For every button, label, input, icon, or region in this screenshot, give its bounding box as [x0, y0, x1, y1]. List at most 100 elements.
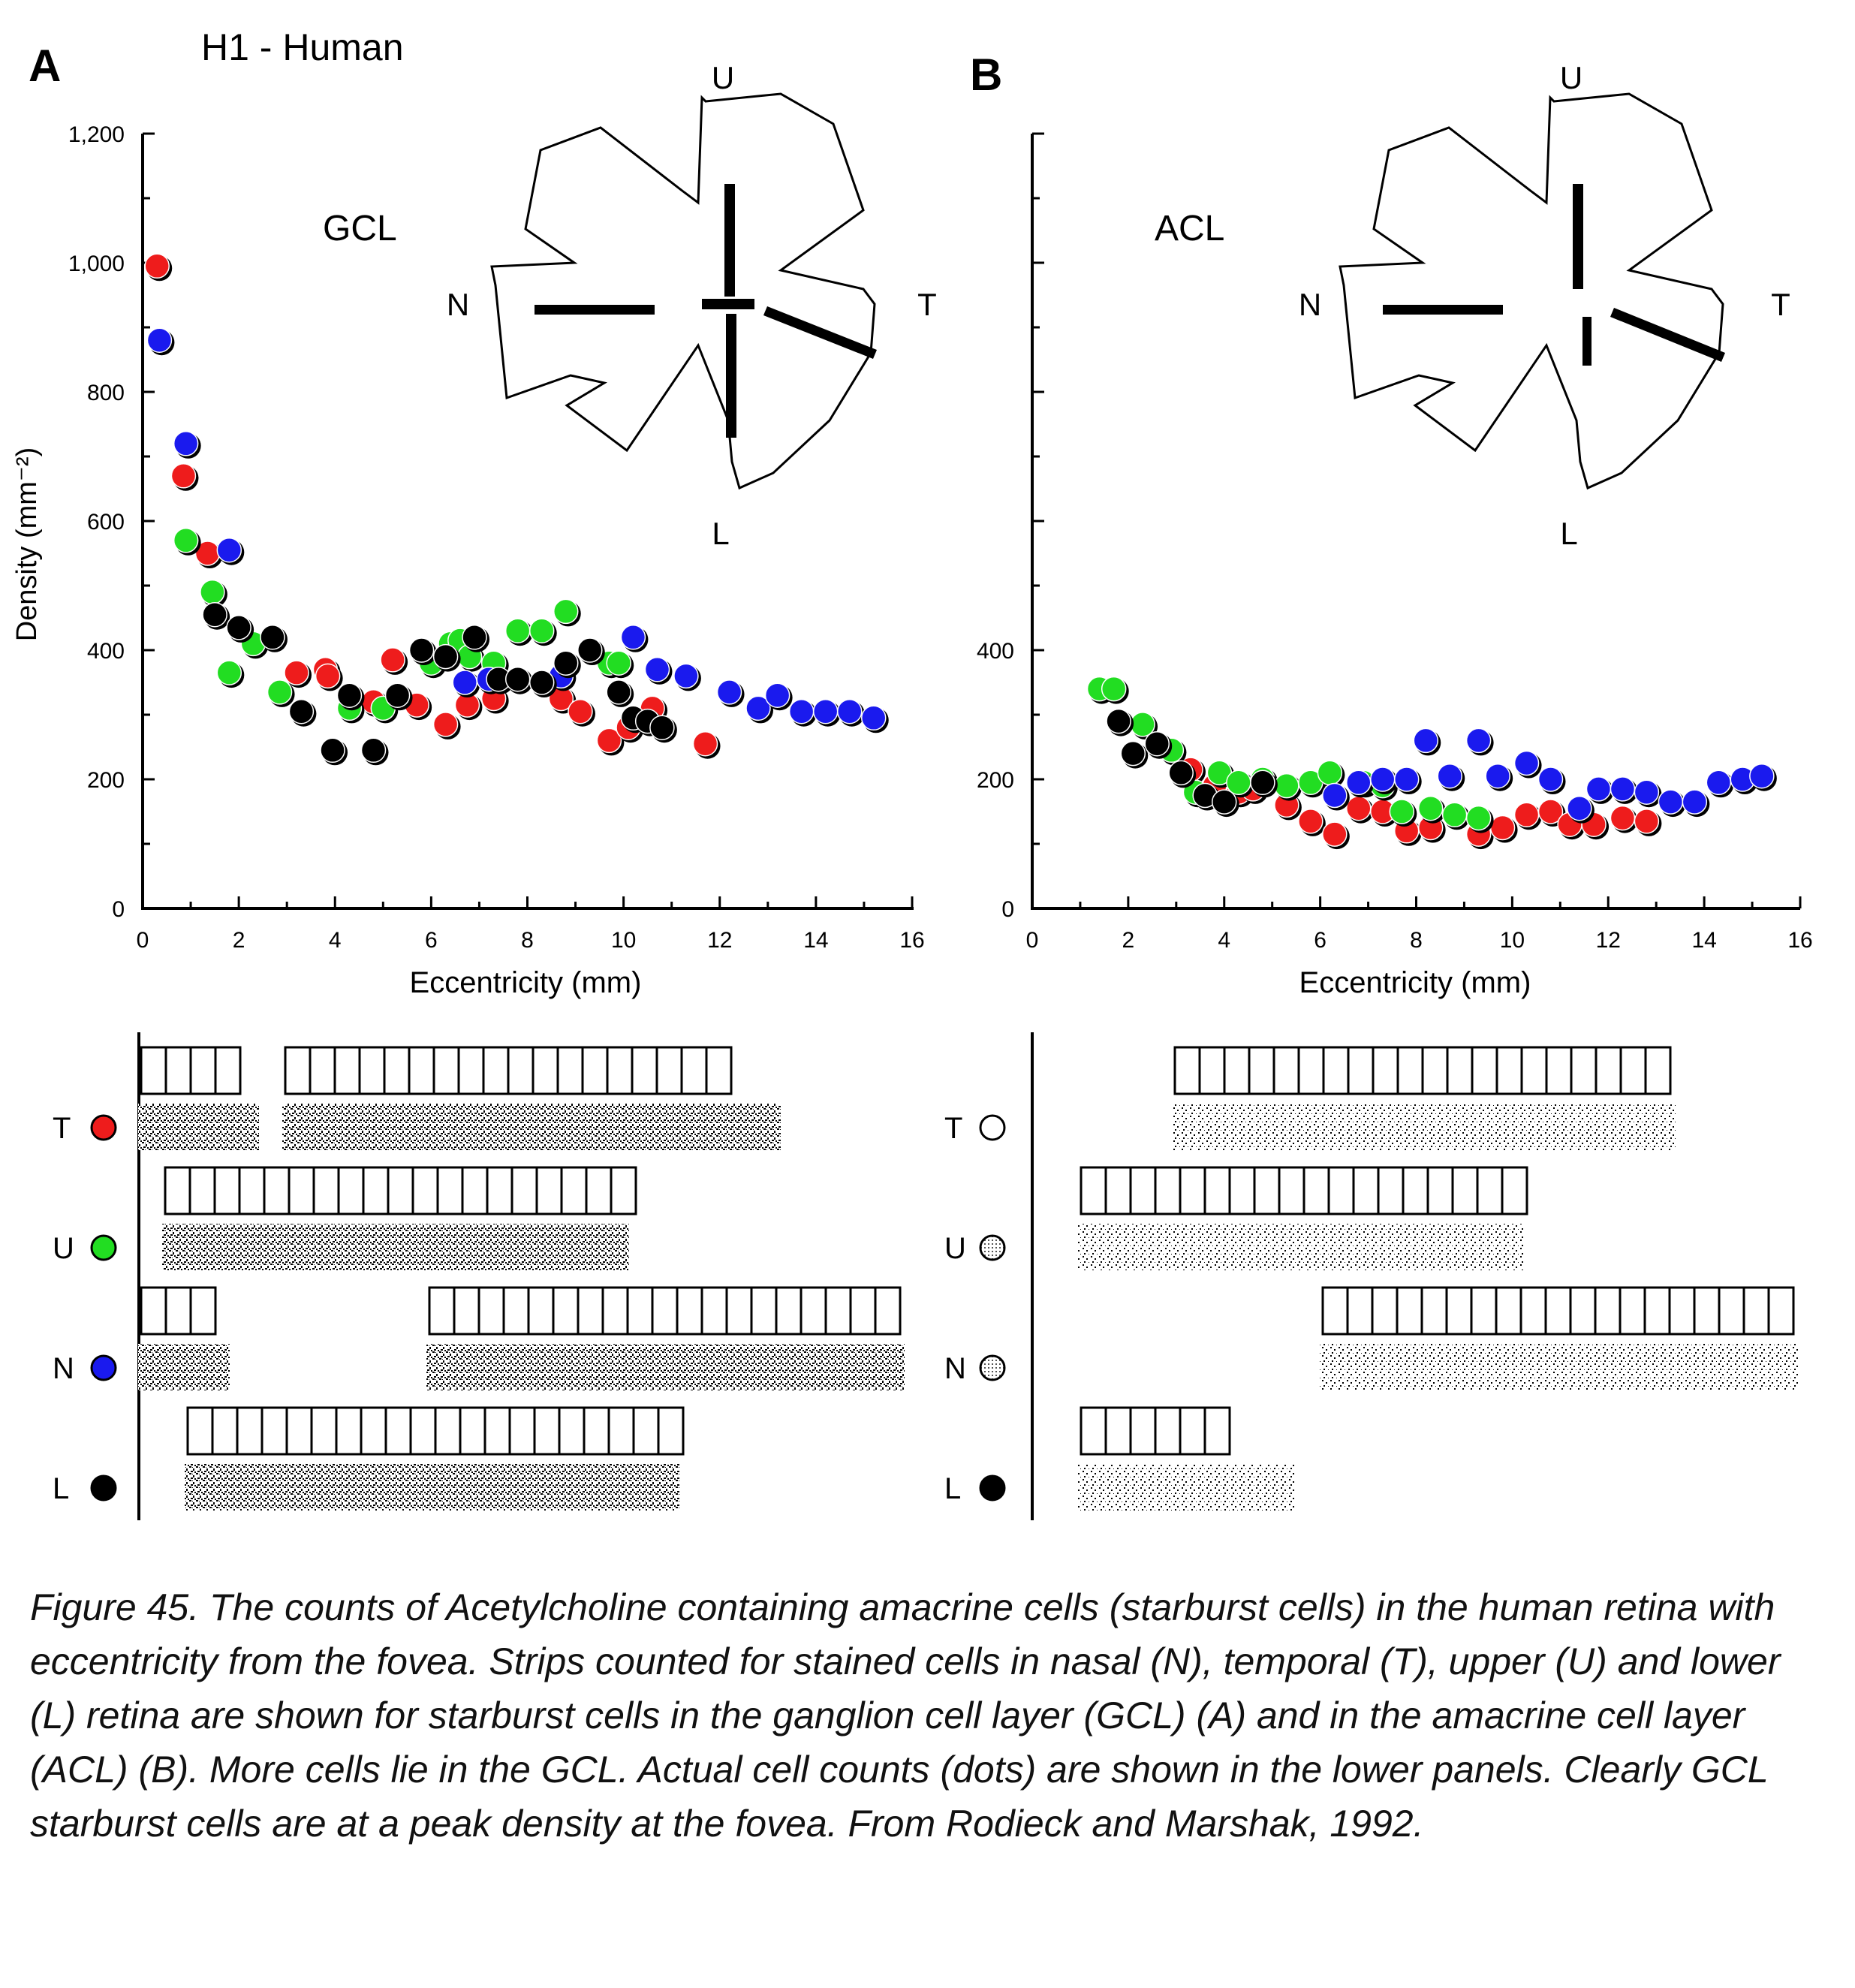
chart-b-point-n — [1413, 727, 1439, 754]
chart-a-point-n — [452, 670, 477, 695]
chart-a-point-l — [462, 625, 487, 650]
chart-a-point-n — [620, 625, 646, 650]
strip-n-a — [535, 305, 655, 315]
chart-a-point-n — [861, 705, 887, 731]
legend-a-dot-t — [90, 1114, 117, 1141]
label-n-a: N — [447, 287, 469, 322]
legend-a-label-l: L — [53, 1472, 69, 1505]
chart-a-point-u — [173, 528, 199, 553]
strip-t-a — [763, 306, 877, 359]
chart-b-point-t — [1346, 795, 1372, 821]
legend-a-dot-n — [90, 1354, 117, 1381]
chart-a-point-l — [260, 625, 285, 650]
chart-a-point-u — [504, 618, 531, 643]
chart-a-x-tick-label: 14 — [803, 928, 828, 953]
chart-b-point-n — [1437, 763, 1463, 789]
chart-b-point-n — [1749, 763, 1775, 789]
strips-a — [138, 1046, 905, 1511]
chart-b-xlabel: Eccentricity (mm) — [1299, 966, 1531, 999]
chart-a-y-tick-label: 400 — [87, 639, 125, 664]
chart-a-y-tick-label: 200 — [87, 768, 125, 793]
legend-b-label-t: T — [944, 1112, 962, 1145]
chart-a-point-l — [360, 737, 387, 764]
chart-b-point-n — [1682, 789, 1708, 815]
chart-a-point-l — [226, 615, 251, 640]
chart-b-point-l — [1106, 708, 1131, 734]
chart-b-point-u — [1317, 760, 1343, 786]
chart-b-x-tick-label: 12 — [1596, 928, 1621, 953]
chart-a-point-n — [716, 679, 742, 705]
retina-map-b: U L N T — [1299, 60, 1790, 551]
chart-b-ticks: 0 2 4 6 8 10 12 14 16 0 200 400 — [977, 132, 1813, 953]
chart-b-point-n — [1369, 767, 1396, 792]
chart-b-point-n — [1513, 750, 1540, 776]
legend-a: T U N L — [53, 1112, 117, 1505]
chart-a-point-l — [577, 637, 603, 663]
chart-a-point-n — [812, 698, 839, 724]
legend-b-dot-u — [979, 1234, 1006, 1261]
legend-a-dot-l — [90, 1474, 117, 1502]
strip-b-cell-stain — [1172, 1104, 1676, 1150]
chart-a-point-l — [408, 637, 435, 663]
chart-a-point-l — [606, 679, 631, 705]
chart-a-x-tick-label: 12 — [707, 928, 732, 953]
label-u-a: U — [712, 60, 734, 95]
strip-b-cell-stain — [1320, 1344, 1798, 1390]
chart-a-point-t — [284, 660, 309, 685]
retina-map-a: U L N T — [447, 60, 937, 551]
chart-b-x-tick-label: 4 — [1218, 928, 1230, 953]
chart-a: GCL Eccentricity (mm) Density (mm⁻²) 0 2 4… — [11, 122, 925, 999]
chart-b-point-n — [1585, 776, 1612, 802]
chart-a-point-l — [649, 715, 675, 740]
chart-b-point-l — [1120, 740, 1146, 767]
chart-b-point-n — [1465, 727, 1492, 754]
chart-a-point-u — [606, 650, 631, 676]
strip-a-cell-stain — [138, 1104, 259, 1150]
chart-b-point-u — [1441, 802, 1468, 828]
chart-a-y-tick-label: 1,200 — [68, 122, 125, 147]
strip-a-boxes — [164, 1166, 637, 1215]
legend-a-label-u: U — [53, 1232, 74, 1265]
retina-outline-a — [490, 92, 876, 490]
strip-a-cell-stain — [185, 1464, 679, 1511]
chart-b-title: ACL — [1155, 209, 1224, 248]
chart-a-x-tick-label: 16 — [899, 928, 924, 953]
chart-a-x-tick-label: 6 — [425, 928, 438, 953]
chart-a-point-t — [380, 647, 405, 673]
chart-a-point-l — [336, 682, 363, 708]
label-l-b: L — [1560, 516, 1577, 551]
chart-a-y-tick-label: 600 — [87, 510, 125, 535]
panel-a-letter: A — [29, 41, 61, 91]
strip-a-boxes — [428, 1286, 902, 1336]
chart-a-point-t — [568, 698, 593, 724]
chart-b-point-t — [1513, 802, 1540, 828]
strip-panel-a: T U N L — [53, 1032, 905, 1520]
chart-a-y-tick-label: 800 — [87, 381, 125, 405]
chart-a-point-u — [267, 679, 293, 705]
chart-b-point-n — [1537, 767, 1564, 792]
strip-a-cell-stain — [162, 1224, 629, 1270]
chart-b-point-l — [1144, 730, 1170, 757]
strips-b — [1078, 1046, 1798, 1511]
chart-b-point-n — [1393, 767, 1420, 792]
strip-u-a — [724, 184, 735, 297]
legend-b-label-n: N — [944, 1352, 966, 1385]
strip-l-a — [726, 314, 736, 438]
subject-label: H1 - Human — [201, 26, 404, 68]
chart-b-y-tick-label: 400 — [977, 639, 1014, 664]
chart-b-point-n — [1485, 763, 1510, 789]
chart-b-point-u — [1274, 773, 1299, 799]
strip-panel-b: T U N L — [944, 1032, 1798, 1520]
strip-n-b — [1383, 305, 1503, 315]
label-t-a: T — [917, 287, 937, 322]
chart-a-point-n — [788, 698, 815, 724]
chart-a-x-tick-label: 8 — [521, 928, 534, 953]
legend-b-dot-l — [979, 1474, 1006, 1502]
chart-b-x-tick-label: 8 — [1410, 928, 1423, 953]
chart-b-x-tick-label: 16 — [1787, 928, 1812, 953]
chart-b-point-u — [1417, 795, 1444, 821]
legend-b-dot-n — [979, 1354, 1006, 1381]
chart-b-point-t — [1489, 815, 1516, 841]
legend-a-label-t: T — [53, 1112, 71, 1145]
chart-a-ticks: 0 2 4 6 8 10 12 14 16 0 200 400 600 800 1,000 1,200 — [68, 122, 925, 953]
